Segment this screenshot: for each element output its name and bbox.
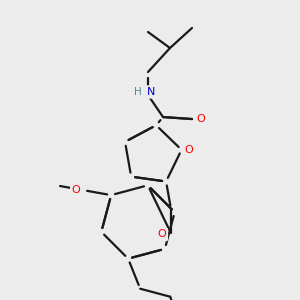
Text: H: H: [134, 87, 142, 97]
Text: O: O: [196, 114, 206, 124]
Text: N: N: [147, 87, 155, 97]
Text: O: O: [72, 185, 80, 195]
Text: O: O: [158, 230, 167, 239]
Text: O: O: [184, 145, 193, 155]
